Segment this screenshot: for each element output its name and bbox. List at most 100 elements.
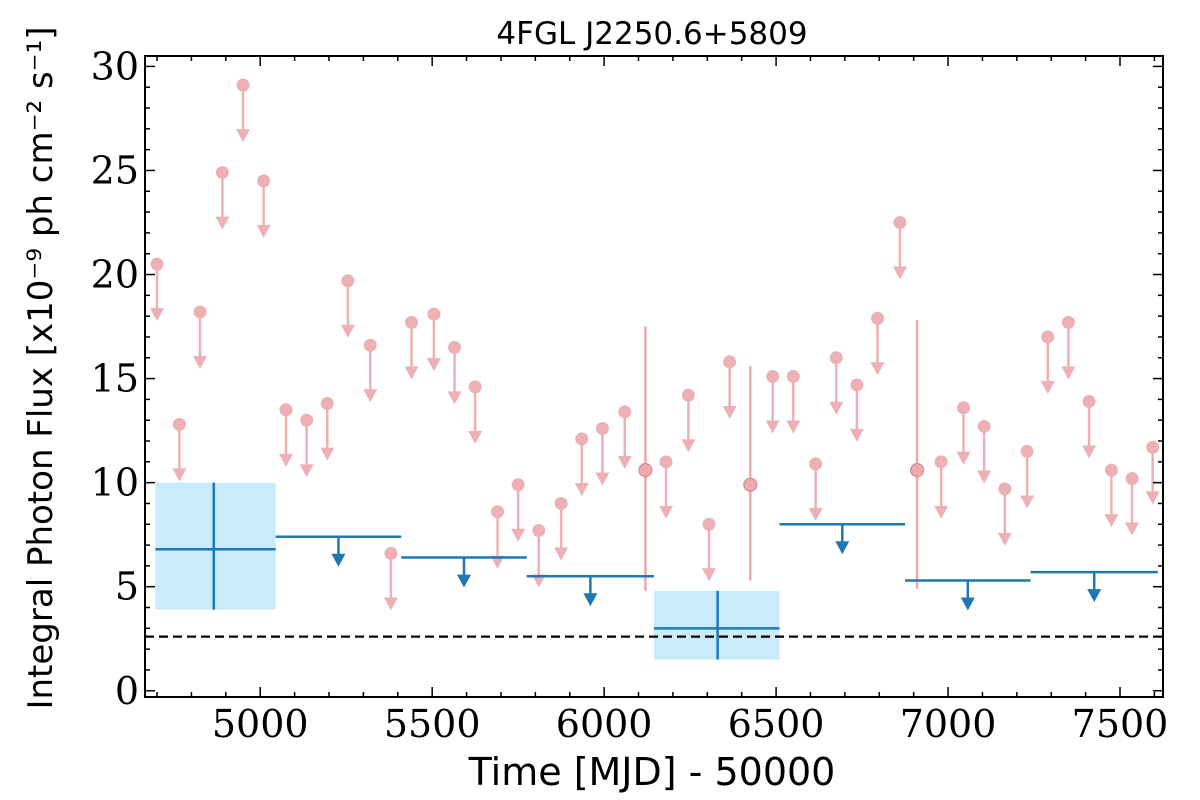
fine-upper-limit: [956, 401, 971, 465]
fine-upper-limit: [849, 378, 864, 442]
fine-upper-limit-point: [491, 505, 505, 519]
fine-upper-limit-point: [193, 305, 207, 319]
fine-upper-limit-arrow: [956, 451, 971, 465]
fine-upper-limit-arrow: [320, 447, 335, 461]
x-tick-label: 6500: [728, 702, 825, 746]
fine-upper-limit-point: [1125, 471, 1139, 485]
fine-upper-limit: [1125, 471, 1140, 536]
fine-upper-limit: [215, 166, 230, 230]
fine-upper-limit: [997, 482, 1012, 546]
x-tick-label: 5000: [212, 702, 309, 746]
fine-bin-series: [150, 78, 1160, 611]
fine-upper-limit-arrow: [892, 266, 907, 280]
fine-upper-limit-point: [172, 417, 186, 431]
coarse-upper-limit: [401, 556, 527, 588]
fine-upper-limit-arrow: [1020, 495, 1035, 509]
fine-upper-limit-arrow: [659, 505, 674, 519]
fine-upper-limit-arrow: [786, 420, 801, 434]
fine-upper-limit-point: [934, 455, 948, 469]
fine-upper-limit: [595, 422, 610, 486]
fine-upper-limit: [150, 257, 165, 322]
fine-upper-limit-arrow: [595, 472, 610, 486]
fine-upper-limit-point: [659, 455, 673, 469]
chart-title: 4FGL J2250.6+5809: [496, 16, 807, 52]
fine-upper-limit-arrow: [722, 405, 737, 419]
coarse-upper-limit-arrow: [835, 541, 850, 555]
fine-upper-limit-point: [850, 378, 864, 392]
fine-upper-limit-arrow: [870, 362, 885, 376]
fine-upper-limit-arrow: [404, 366, 419, 380]
fine-upper-limit: [934, 455, 949, 519]
fine-upper-limit: [892, 215, 907, 280]
fine-upper-limit-arrow: [849, 428, 864, 442]
coarse-upper-limit: [1030, 570, 1158, 603]
fine-upper-limit-point: [363, 338, 377, 352]
fine-upper-limit: [1145, 440, 1160, 505]
fine-upper-limit-arrow: [997, 532, 1012, 546]
x-tick-label: 6000: [556, 702, 653, 746]
fine-upper-limit-point: [300, 413, 314, 427]
fine-upper-limit-arrow: [1082, 445, 1097, 459]
coarse-upper-limit-arrow: [960, 597, 975, 611]
x-tick-label: 5500: [384, 702, 481, 746]
fine-upper-limit: [404, 315, 419, 380]
fine-upper-limit-arrow: [1061, 366, 1076, 380]
fine-upper-limit-point: [893, 215, 907, 229]
y-tick-label: 5: [115, 565, 139, 609]
fine-upper-limit-point: [405, 315, 419, 329]
fine-upper-limit: [765, 370, 780, 434]
fine-upper-limit-point: [829, 351, 843, 365]
fine-upper-limit-point: [236, 78, 250, 92]
fine-upper-limit-arrow: [383, 597, 398, 611]
fine-upper-limit-arrow: [172, 468, 187, 482]
axis-tick-labels: 5000 5500 6000 6500 7000 7500 0 5 10 15 20 25 30: [91, 44, 1169, 746]
fine-upper-limit-arrow: [808, 507, 823, 521]
fine-upper-limit: [617, 405, 632, 469]
fine-upper-limit-point: [871, 311, 885, 325]
y-tick-label: 20: [91, 253, 139, 297]
fine-upper-limit-point: [595, 422, 609, 436]
fine-upper-limit-arrow: [554, 547, 569, 561]
fine-detection: [909, 320, 925, 589]
coarse-upper-limit-arrow: [456, 574, 471, 588]
coarse-upper-limit: [905, 579, 1031, 611]
coarse-upper-limit-arrow: [1087, 589, 1102, 603]
fine-detection-point: [743, 477, 758, 492]
y-tick-label: 10: [91, 461, 139, 505]
fine-upper-limit-point: [681, 388, 695, 402]
fine-detection-point: [909, 463, 925, 478]
coarse-detection: [155, 482, 276, 610]
fine-upper-limit: [468, 380, 483, 444]
fine-upper-limit-point: [1082, 394, 1096, 408]
fine-upper-limit-point: [1104, 463, 1118, 477]
fine-upper-limit: [977, 419, 992, 484]
fine-upper-limit-arrow: [829, 401, 844, 415]
fine-upper-limit: [299, 413, 314, 478]
fine-upper-limit-arrow: [363, 389, 378, 403]
fine-upper-limit: [659, 455, 674, 519]
fine-detection: [743, 366, 758, 581]
fine-upper-limit-arrow: [299, 464, 314, 478]
fine-upper-limit-point: [150, 257, 164, 271]
fine-upper-limit-arrow: [468, 430, 483, 444]
x-tick-label: 7000: [900, 702, 997, 746]
axis-ticks: [145, 56, 1163, 697]
y-tick-label: 15: [91, 357, 139, 401]
fine-upper-limit-arrow: [617, 455, 632, 469]
fine-upper-limit-arrow: [447, 391, 462, 405]
fine-upper-limit-arrow: [702, 568, 717, 582]
fine-upper-limit-point: [1020, 444, 1034, 458]
fine-upper-limit-arrow: [236, 129, 251, 143]
x-axis-label: Time [MJD] - 50000: [468, 750, 836, 794]
fine-upper-limit-arrow: [1125, 522, 1140, 536]
fine-upper-limit-point: [448, 340, 462, 354]
fine-upper-limit-point: [957, 401, 971, 415]
coarse-bin-series: [155, 482, 1158, 660]
fine-upper-limit: [722, 355, 737, 419]
fine-upper-limit: [383, 546, 398, 611]
fine-upper-limit-arrow: [256, 224, 271, 238]
fine-upper-limit: [363, 338, 378, 403]
fine-detection: [638, 326, 653, 591]
fine-upper-limit-arrow: [681, 439, 696, 453]
coarse-upper-limit-arrow: [331, 553, 346, 567]
